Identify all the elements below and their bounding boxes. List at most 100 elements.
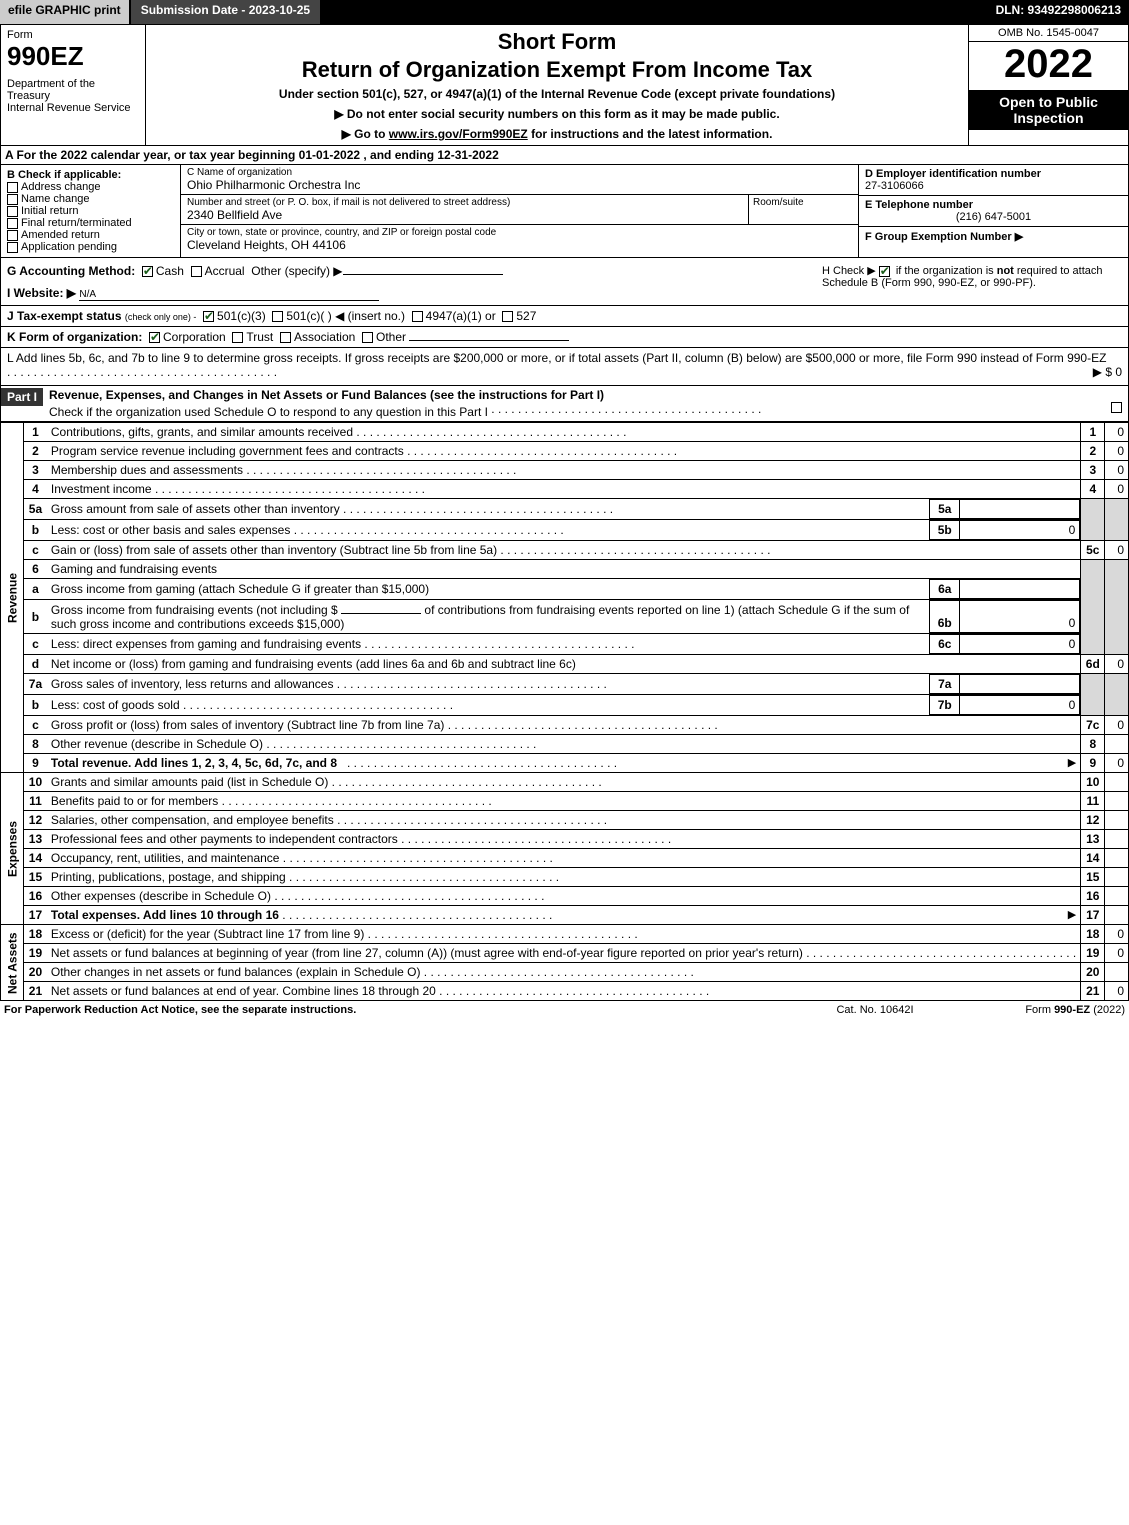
h-not: not <box>997 265 1014 277</box>
other-org-checkbox[interactable] <box>362 332 373 343</box>
arrow-icon: ▶ <box>1068 756 1076 769</box>
section-l-val: ▶ $ 0 <box>1093 365 1122 379</box>
line-15-val <box>1105 868 1129 887</box>
final-return-checkbox[interactable] <box>7 218 18 229</box>
short-form-title: Short Form <box>152 29 962 55</box>
line-6b-sub: 6b <box>930 601 960 633</box>
association-checkbox[interactable] <box>280 332 291 343</box>
accounting-label: G Accounting Method: <box>7 264 135 278</box>
table-row: Expenses 10Grants and similar amounts pa… <box>1 773 1129 792</box>
table-row: 13Professional fees and other payments t… <box>1 830 1129 849</box>
line-6d-val: 0 <box>1105 655 1129 674</box>
4947-checkbox[interactable] <box>412 311 423 322</box>
form-label: Form <box>7 29 139 41</box>
501c3-checkbox[interactable] <box>203 311 214 322</box>
501c-checkbox[interactable] <box>272 311 283 322</box>
amended-return-checkbox[interactable] <box>7 230 18 241</box>
line-15-idx: 15 <box>1081 868 1105 887</box>
form-number: 990EZ <box>7 41 139 72</box>
line-10-idx: 10 <box>1081 773 1105 792</box>
line-15-desc: Printing, publications, postage, and shi… <box>51 870 286 884</box>
line-3-desc: Membership dues and assessments <box>51 463 243 477</box>
other-org-line <box>409 340 569 341</box>
addr-change-checkbox[interactable] <box>7 182 18 193</box>
527-checkbox[interactable] <box>502 311 513 322</box>
table-row: 19Net assets or fund balances at beginni… <box>1 944 1129 963</box>
line-7a-sub: 7a <box>930 675 960 694</box>
form-footer: For Paperwork Reduction Act Notice, see … <box>0 1001 1129 1019</box>
line-4-idx: 4 <box>1081 480 1105 499</box>
inspection-label: Open to Public Inspection <box>969 90 1128 130</box>
sections-def: D Employer identification number 27-3106… <box>858 165 1128 257</box>
line-6b-desc-pre: Gross income from fundraising events (no… <box>51 603 338 617</box>
line-9-val: 0 <box>1105 754 1129 773</box>
omb-number: OMB No. 1545-0047 <box>969 25 1128 42</box>
accrual-checkbox[interactable] <box>191 266 202 277</box>
line-6b-blank <box>341 613 421 614</box>
schedule-b-checkbox[interactable] <box>879 266 890 277</box>
table-row: cGain or (loss) from sale of assets othe… <box>1 541 1129 560</box>
expenses-vertical: Expenses <box>1 773 24 925</box>
table-row: 21 Net assets or fund balances at end of … <box>1 982 1129 1001</box>
cash-checkbox[interactable] <box>142 266 153 277</box>
footer-right-year: (2022) <box>1090 1004 1125 1016</box>
initial-return-label: Initial return <box>21 205 78 217</box>
table-row: 7a Gross sales of inventory, less return… <box>1 674 1129 695</box>
line-18-desc: Excess or (deficit) for the year (Subtra… <box>51 927 364 941</box>
line-6c-sub: 6c <box>930 635 960 654</box>
line-21-desc: Net assets or fund balances at end of ye… <box>51 984 436 998</box>
section-i: I Website: ▶ N/A <box>7 286 822 301</box>
part1-schedule-o-checkbox[interactable] <box>1111 402 1122 413</box>
group-exemption-label: F Group Exemption Number ▶ <box>865 230 1122 243</box>
application-pending-checkbox[interactable] <box>7 242 18 253</box>
line-5a-subval <box>960 500 1080 519</box>
line-11-val <box>1105 792 1129 811</box>
initial-return-checkbox[interactable] <box>7 206 18 217</box>
line-7b-sub: 7b <box>930 696 960 715</box>
trust-checkbox[interactable] <box>232 332 243 343</box>
instr-goto-post: for instructions and the latest informat… <box>528 127 773 141</box>
netassets-vertical: Net Assets <box>1 925 24 1001</box>
city-label: City or town, state or province, country… <box>181 225 858 238</box>
footer-right-form: 990-EZ <box>1054 1004 1090 1016</box>
dept-label: Department of the Treasury Internal Reve… <box>7 78 139 114</box>
name-change-checkbox[interactable] <box>7 194 18 205</box>
line-10-val <box>1105 773 1129 792</box>
501c-label: 501(c)( ) ◀ (insert no.) <box>286 309 405 323</box>
city-val: Cleveland Heights, OH 44106 <box>181 238 858 254</box>
phone-val: (216) 647-5001 <box>865 211 1122 223</box>
line-5c-idx: 5c <box>1081 541 1105 560</box>
website-val: N/A <box>79 289 96 300</box>
line-14-idx: 14 <box>1081 849 1105 868</box>
line-5a-sub: 5a <box>930 500 960 519</box>
instr-ssn: ▶ Do not enter social security numbers o… <box>152 107 962 121</box>
form-subtitle: Under section 501(c), 527, or 4947(a)(1)… <box>152 87 962 101</box>
corporation-checkbox[interactable] <box>149 332 160 343</box>
part1-title: Revenue, Expenses, and Changes in Net As… <box>49 388 604 402</box>
line-6c-subval: 0 <box>960 635 1080 654</box>
527-label: 527 <box>516 309 536 323</box>
line-2-idx: 2 <box>1081 442 1105 461</box>
line-6c-desc: Less: direct expenses from gaming and fu… <box>51 637 361 651</box>
line-4-desc: Investment income <box>51 482 152 496</box>
table-row: b Gross income from fundraising events (… <box>1 600 1129 634</box>
line-21-idx: 21 <box>1081 982 1105 1001</box>
section-g: G Accounting Method: Cash Accrual Other … <box>7 264 822 278</box>
line-11-idx: 11 <box>1081 792 1105 811</box>
table-row: Net Assets 18Excess or (deficit) for the… <box>1 925 1129 944</box>
line-7c-val: 0 <box>1105 716 1129 735</box>
line-8-desc: Other revenue (describe in Schedule O) <box>51 737 263 751</box>
footer-catno: Cat. No. 10642I <box>775 1004 975 1016</box>
line-18-idx: 18 <box>1081 925 1105 944</box>
line-8-val <box>1105 735 1129 754</box>
table-row: dNet income or (loss) from gaming and fu… <box>1 655 1129 674</box>
section-b: B Check if applicable: Address change Na… <box>1 165 181 257</box>
line-7b-subval: 0 <box>960 696 1080 715</box>
accrual-label: Accrual <box>205 264 245 278</box>
table-row: 4Investment income 40 <box>1 480 1129 499</box>
line-7c-idx: 7c <box>1081 716 1105 735</box>
line-18-val: 0 <box>1105 925 1129 944</box>
org-name: Ohio Philharmonic Orchestra Inc <box>181 178 858 194</box>
irs-link[interactable]: www.irs.gov/Form990EZ <box>389 127 528 141</box>
association-label: Association <box>294 330 355 344</box>
